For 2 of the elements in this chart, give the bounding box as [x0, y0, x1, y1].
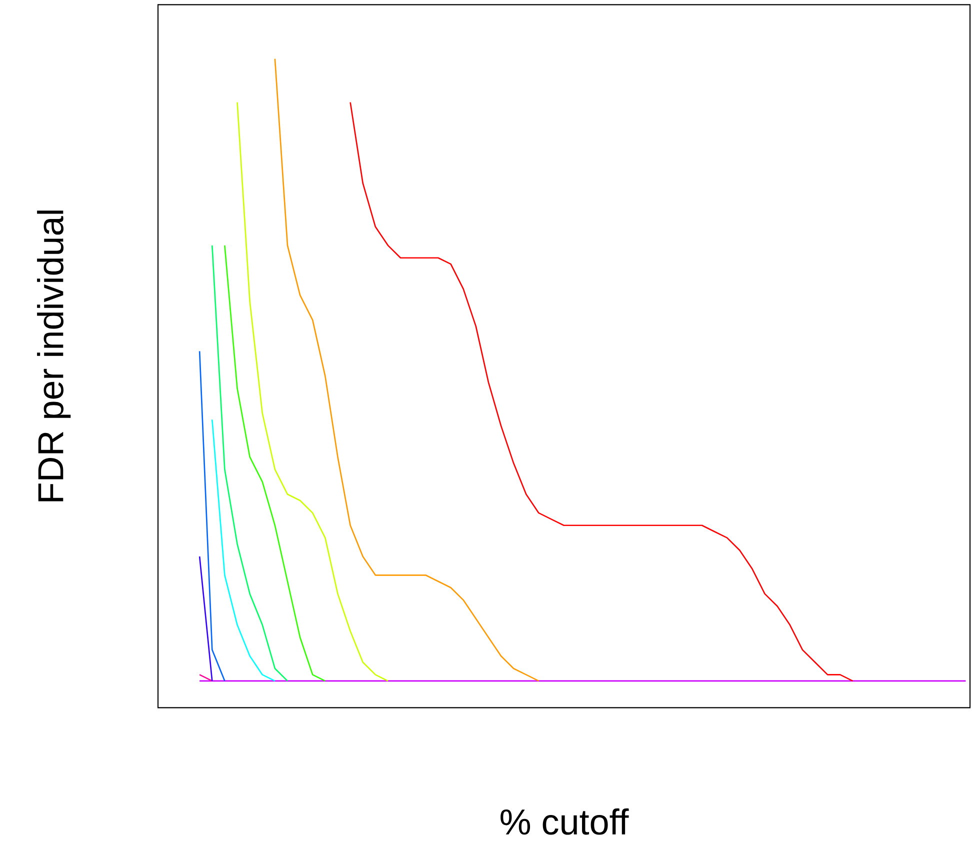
x-axis-title: % cutoff: [500, 808, 629, 835]
y-axis-title: FDR per individual: [37, 210, 71, 502]
